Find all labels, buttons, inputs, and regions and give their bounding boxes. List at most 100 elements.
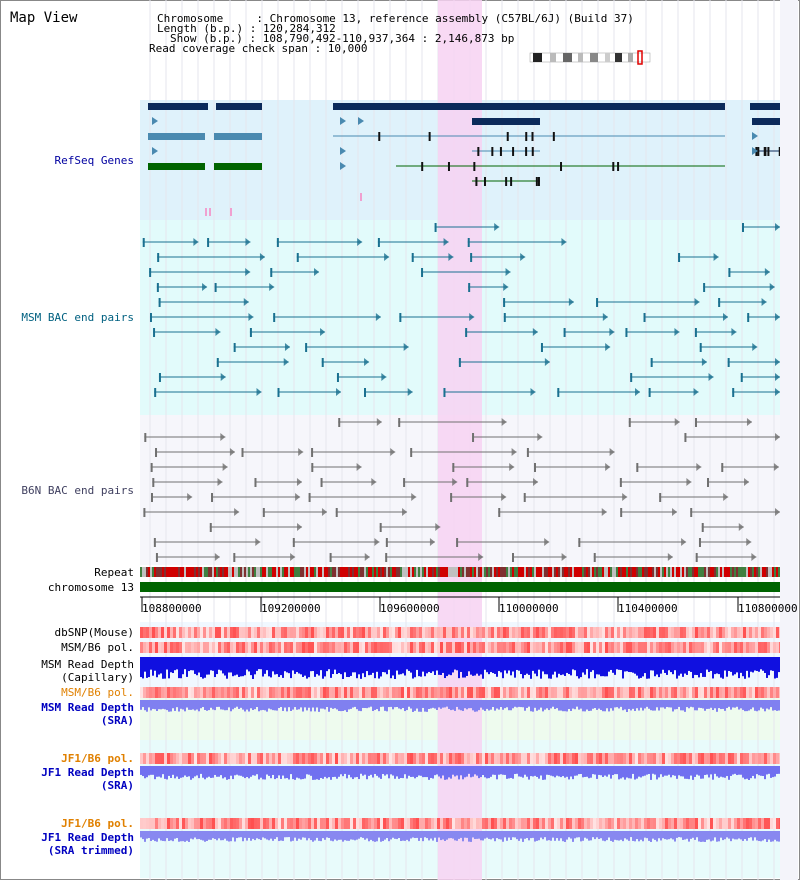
jf1-depth-trimmed-bar [714,831,716,838]
repeat-segment [582,567,584,577]
dbsnp-cell [530,627,533,638]
jf1-pol-2-cell [647,818,650,829]
jf1-depth-trimmed-bar [558,831,560,841]
msm-depth-sra-bar [530,700,532,712]
track-label-dbsnp[interactable]: dbSNP(Mouse) [54,626,134,639]
repeat-segment [184,567,186,577]
track-label-msm-depth-cap[interactable]: MSM Read Depth [41,658,134,671]
dbsnp-cell [707,627,710,638]
jf1-depth-trimmed-bar [694,831,696,840]
jf1-depth-trimmed-bar [584,831,586,838]
repeat-segment [220,567,222,577]
jf1-depth-sra-bar [290,766,292,775]
track-label-chromosome[interactable]: chromosome 13 [47,581,134,594]
jf1-depth-trimmed-bar [546,831,548,841]
msm-depth-capillary-bar [368,657,370,676]
msm-depth-sra-bar [306,700,308,711]
repeat-segment [484,567,486,577]
msm-depth-capillary-bar [348,657,350,678]
msm-depth-capillary-bar [508,657,510,671]
repeat-segment [494,567,496,577]
jf1-depth-trimmed-bar [628,831,630,841]
jf1-pol-2-cell [320,818,323,829]
track-label-jf1-depth-sra[interactable]: JF1 Read Depth [41,766,134,779]
track-label-b6n-bac[interactable]: B6N BAC end pairs [21,484,134,497]
jf1-pol-2-cell [266,818,269,829]
msm-depth-capillary-bar [270,657,272,678]
track-label-msm-pol-2[interactable]: MSM/B6 pol. [61,686,134,699]
jf1-depth-sra-bar [714,766,716,774]
repeat-segment [424,567,426,577]
track-label-msm-pol-1[interactable]: MSM/B6 pol. [61,641,134,654]
track-label-msm-bac[interactable]: MSM BAC end pairs [21,311,134,324]
msm-depth-sra-bar [456,700,458,707]
msm-pol-2-cell [257,687,260,698]
msm-pol-cell [455,642,458,653]
track-label-jf1-pol-1[interactable]: JF1/B6 pol. [61,752,134,765]
msm-pol-2-cell [518,687,521,698]
jf1-depth-sra-bar [200,766,202,774]
jf1-depth-sra-bar [598,766,600,775]
track-label-repeat[interactable]: Repeat [94,566,134,579]
dbsnp-cell [719,627,722,638]
jf1-pol-2-cell [179,818,182,829]
repeat-segment [280,567,282,577]
track-label-jf1-depth-trim[interactable]: JF1 Read Depth [41,831,134,844]
msm-pol-2-cell [344,687,347,698]
msm-pol-cell [416,642,419,653]
msm-depth-capillary-bar [674,657,676,671]
jf1-pol-cell [482,753,485,764]
msm-depth-capillary-bar [248,657,250,672]
repeat-segment [362,567,364,577]
msm-pol-cell [356,642,359,653]
jf1-depth-sra-bar [464,766,466,778]
repeat-segment [434,567,436,577]
msm-bac-end [470,253,473,262]
jf1-depth-trimmed-bar [668,831,670,840]
msm-pol-2-cell [701,687,704,698]
msm-depth-sra-bar [154,700,156,710]
track-label-jf1-pol-2[interactable]: JF1/B6 pol. [61,817,134,830]
jf1-pol-cell [503,753,506,764]
jf1-pol-cell [452,753,455,764]
msm-depth-sra-bar [706,700,708,709]
msm-pol-2-cell [536,687,539,698]
jf1-depth-trimmed-bar [764,831,766,840]
jf1-depth-sra-bar [544,766,546,780]
msm-pol-cell [719,642,722,653]
jf1-depth-trimmed-bar [502,831,504,842]
dbsnp-cell [518,627,521,638]
msm-depth-capillary-bar [692,657,694,679]
repeat-segment [322,567,324,577]
dbsnp-cell [500,627,503,638]
msm-depth-sra-bar [328,700,330,712]
repeat-segment [160,567,162,577]
track-label-refseq-genes[interactable]: RefSeq Genes [54,154,134,167]
exon-mark [505,177,508,186]
jf1-depth-trimmed-bar [314,831,316,841]
dbsnp-cell [323,627,326,638]
track-label-msm-depth-sra[interactable]: MSM Read Depth [41,701,134,714]
jf1-pol-2-cell [473,818,476,829]
jf1-depth-trimmed-bar [342,831,344,842]
repeat-segment [174,567,176,577]
jf1-pol-cell [620,753,623,764]
msm-depth-sra-bar [186,700,188,708]
msm-bac-end [443,388,446,397]
jf1-pol-2-cell [251,818,254,829]
jf1-depth-sra-bar [482,766,484,776]
jf1-pol-cell [164,753,167,764]
msm-depth-sra-bar [228,700,230,708]
msm-pol-2-cell [179,687,182,698]
jf1-pol-2-cell [200,818,203,829]
msm-bac-end [557,388,560,397]
jf1-pol-cell [338,753,341,764]
jf1-depth-trimmed-bar [198,831,200,839]
repeat-segment [528,567,530,577]
dbsnp-cell [362,627,365,638]
msm-pol-cell [707,642,710,653]
jf1-depth-trimmed-bar [210,831,212,840]
msm-pol-cell [446,642,449,653]
jf1-depth-sra-bar [302,766,304,780]
